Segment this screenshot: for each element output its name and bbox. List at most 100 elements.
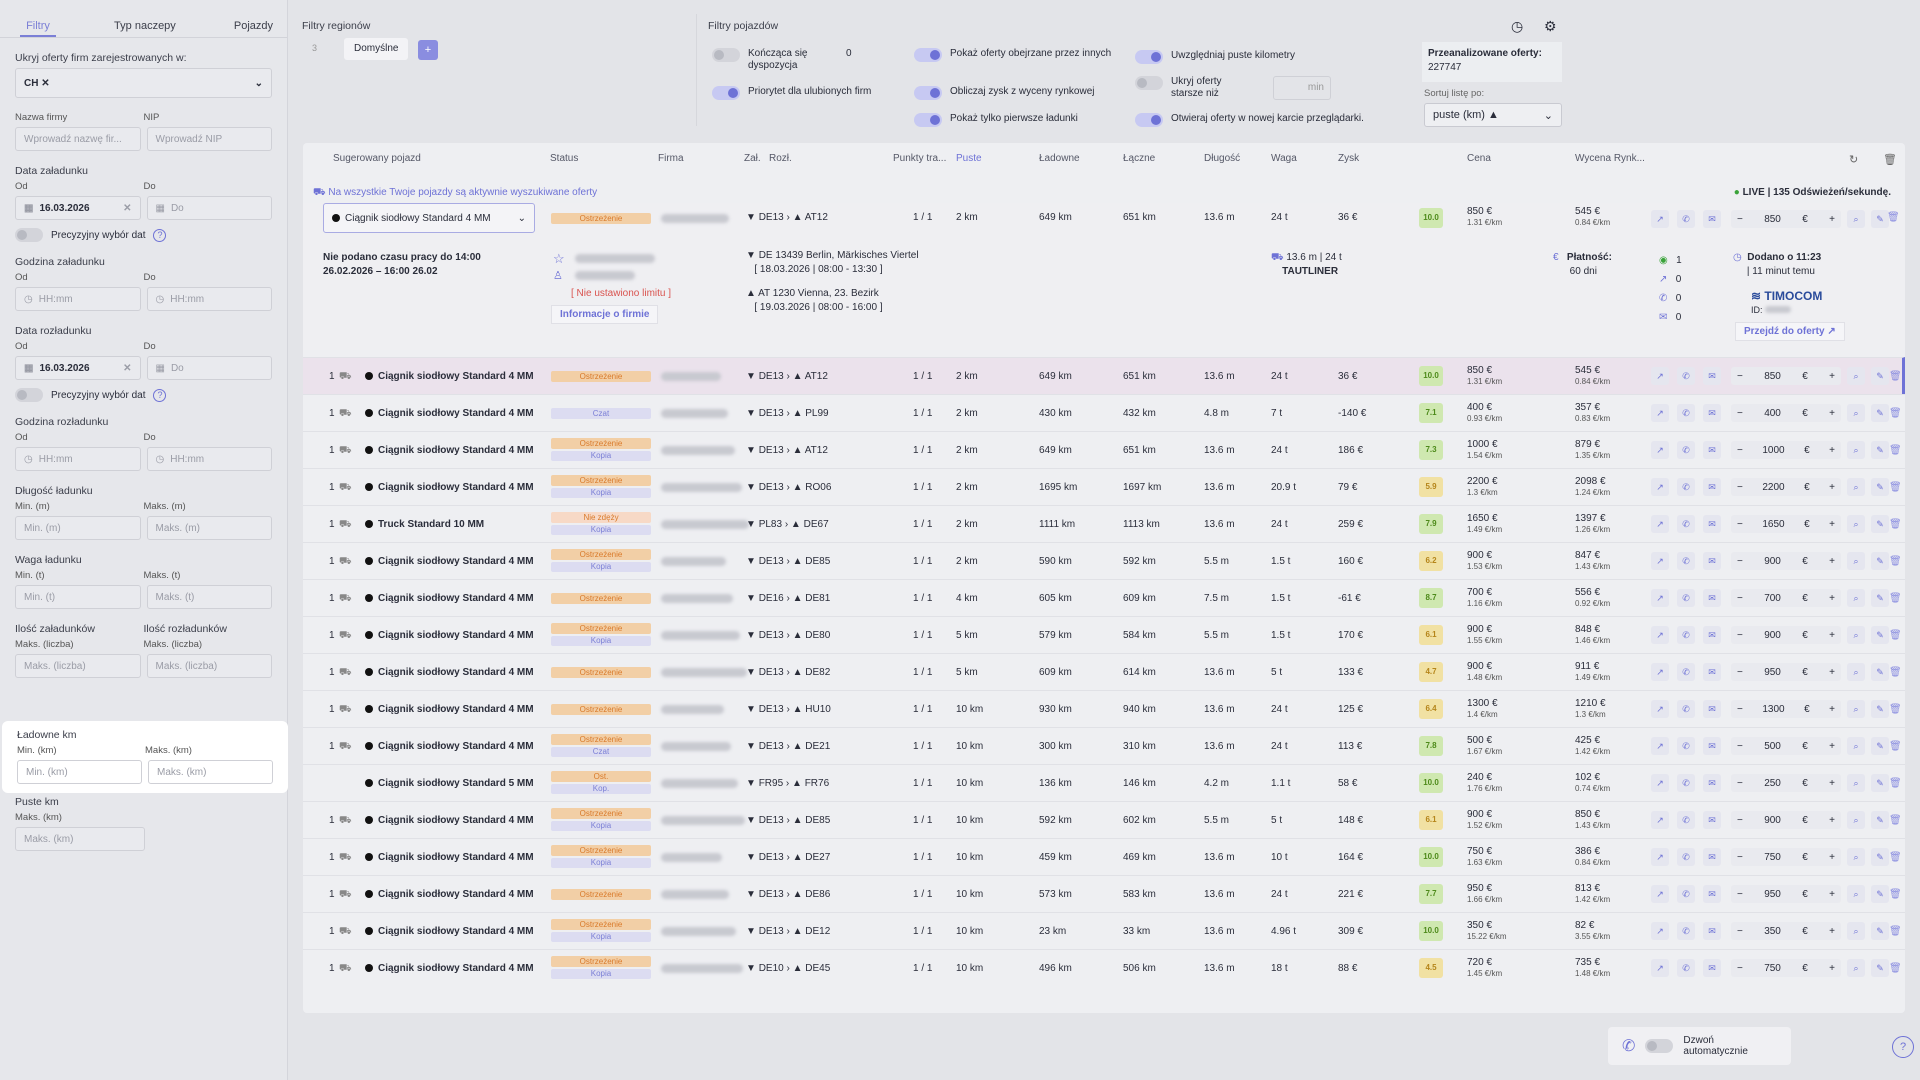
share-icon[interactable]: ↗ [1651, 848, 1669, 866]
share-icon[interactable]: ↗ [1651, 885, 1669, 903]
table-row[interactable]: 1 ⛟ Ciągnik siodłowy Standard 4 MM Ostrzeże… [303, 727, 1905, 764]
share-icon[interactable]: ↗ [1651, 811, 1669, 829]
delete-icon[interactable]: 🗑 [1889, 519, 1902, 530]
search-icon[interactable]: ⌕ [1847, 515, 1865, 533]
table-row[interactable]: Ciągnik siodłowy Standard 5 MM Ost. Kop. ▼ … [303, 764, 1905, 801]
column-header-12[interactable]: Cena [1467, 153, 1491, 164]
mail-icon[interactable]: ✉ [1703, 663, 1721, 681]
mail-icon[interactable]: ✉ [1703, 811, 1721, 829]
load-date-from-input[interactable]: ▦ 16.03.2026 ✕ [15, 196, 141, 220]
share-icon[interactable]: ↗ [1651, 552, 1669, 570]
edit-icon[interactable]: ✎ [1871, 210, 1889, 228]
mail-icon[interactable]: ✉ [1703, 441, 1721, 459]
weight-min-input[interactable]: Min. (t) [15, 585, 141, 609]
mail-icon[interactable]: ✉ [1703, 922, 1721, 940]
search-icon[interactable]: ⌕ [1847, 737, 1865, 755]
ending-dispo-toggle[interactable] [712, 48, 740, 62]
empty-km-toggle[interactable] [1135, 50, 1163, 64]
search-icon[interactable]: ⌕ [1847, 663, 1865, 681]
help-icon[interactable]: ? [1892, 1036, 1914, 1058]
minus-icon[interactable]: − [1737, 814, 1743, 826]
stepper-value[interactable]: 900 [1764, 814, 1781, 826]
price-stepper[interactable]: − 850 € + [1731, 210, 1841, 228]
stepper-value[interactable]: 900 [1764, 629, 1781, 641]
plus-icon[interactable]: + [1829, 518, 1835, 530]
share-icon[interactable]: ↗ [1651, 515, 1669, 533]
phone-icon[interactable]: ✆ [1677, 811, 1695, 829]
stepper-value[interactable]: 2200 [1762, 481, 1785, 493]
column-header-11[interactable]: Zysk [1338, 153, 1360, 164]
search-icon[interactable]: ⌕ [1847, 478, 1865, 496]
table-row[interactable]: 1 ⛟ Ciągnik siodłowy Standard 4 MM Ostrzeże… [303, 653, 1905, 690]
stepper-value[interactable]: 700 [1764, 592, 1781, 604]
stepper-value[interactable]: 900 [1764, 555, 1781, 567]
help-icon[interactable]: ? [153, 388, 167, 402]
stepper-value[interactable]: 400 [1764, 407, 1781, 419]
share-icon[interactable]: ↗ [1651, 404, 1669, 422]
expanded-offer[interactable]: Ciągnik siodłowy Standard 4 MM ⌄ Ostrzeże… [303, 203, 1905, 350]
length-max-input[interactable]: Maks. (m) [146, 516, 272, 540]
phone-icon[interactable]: ✆ [1677, 848, 1695, 866]
share-icon[interactable]: ↗ [1651, 367, 1669, 385]
search-icon[interactable]: ⌕ [1847, 404, 1865, 422]
sort-select[interactable]: puste (km) ▲ ⌄ [1424, 103, 1562, 127]
first-loads-toggle[interactable] [914, 113, 942, 127]
mail-icon[interactable]: ✉ [1703, 515, 1721, 533]
column-header-4[interactable]: Rozł. [769, 153, 792, 164]
edit-icon[interactable]: ✎ [1871, 478, 1889, 496]
mail-icon[interactable]: ✉ [1703, 959, 1721, 977]
delete-icon[interactable]: 🗑 [1889, 778, 1902, 789]
stepper-value[interactable]: 1650 [1762, 518, 1785, 530]
trash-icon[interactable]: 🗑 [1883, 154, 1897, 166]
plus-icon[interactable]: + [1829, 407, 1835, 419]
clear-icon[interactable]: ✕ [123, 362, 132, 374]
edit-icon[interactable]: ✎ [1871, 774, 1889, 792]
delete-icon[interactable]: 🗑 [1889, 482, 1902, 493]
unload-date-from-input[interactable]: ▦ 16.03.2026 ✕ [15, 356, 141, 380]
delete-icon[interactable]: 🗑 [1889, 556, 1902, 567]
phone-icon[interactable]: ✆ [1677, 885, 1695, 903]
price-stepper[interactable]: − 750 € + [1731, 959, 1841, 977]
mail-icon[interactable]: ✉ [1703, 774, 1721, 792]
minus-icon[interactable]: − [1737, 444, 1743, 456]
delete-icon[interactable]: 🗑 [1889, 408, 1902, 419]
unloads-max-input[interactable]: Maks. (liczba) [146, 654, 272, 678]
load-date-to-input[interactable]: ▦ Do [146, 196, 272, 220]
price-stepper[interactable]: − 400 € + [1731, 404, 1841, 422]
older-minutes-input[interactable]: min [1273, 76, 1331, 100]
search-icon[interactable]: ⌕ [1847, 959, 1865, 977]
plus-icon[interactable]: + [1829, 481, 1835, 493]
precise-date-toggle[interactable] [15, 228, 43, 242]
mail-icon[interactable]: ✉ [1703, 367, 1721, 385]
edit-icon[interactable]: ✎ [1871, 552, 1889, 570]
mail-icon[interactable]: ✉ [1703, 700, 1721, 718]
delete-icon[interactable]: 🗑 [1887, 212, 1900, 223]
mail-icon[interactable]: ✉ [1703, 552, 1721, 570]
phone-icon[interactable]: ✆ [1677, 441, 1695, 459]
stepper-value[interactable]: 850 [1764, 213, 1781, 225]
share-icon[interactable]: ↗ [1651, 737, 1669, 755]
delete-icon[interactable]: 🗑 [1889, 926, 1902, 937]
share-icon[interactable]: ↗ [1651, 210, 1669, 228]
search-icon[interactable]: ⌕ [1847, 885, 1865, 903]
plus-icon[interactable]: + [1829, 962, 1835, 974]
price-stepper[interactable]: − 950 € + [1731, 663, 1841, 681]
mail-icon[interactable]: ✉ [1703, 848, 1721, 866]
minus-icon[interactable]: − [1737, 481, 1743, 493]
weight-max-input[interactable]: Maks. (t) [146, 585, 272, 609]
plus-icon[interactable]: + [1829, 213, 1835, 225]
share-icon[interactable]: ↗ [1651, 626, 1669, 644]
remove-chip-icon[interactable]: ✕ [41, 77, 50, 89]
refresh-icon[interactable]: ↻ [1849, 154, 1859, 166]
price-stepper[interactable]: − 2200 € + [1731, 478, 1841, 496]
phone-icon[interactable]: ✆ [1677, 774, 1695, 792]
profit-toggle[interactable] [914, 86, 942, 100]
load-time-to-input[interactable]: ◷ HH:mm [146, 287, 272, 311]
history-icon[interactable]: ◷ [1511, 18, 1524, 34]
stepper-value[interactable]: 500 [1764, 740, 1781, 752]
stepper-value[interactable]: 350 [1764, 925, 1781, 937]
minus-icon[interactable]: − [1737, 703, 1743, 715]
delete-icon[interactable]: 🗑 [1889, 371, 1902, 382]
phone-icon[interactable]: ✆ [1677, 589, 1695, 607]
phone-icon[interactable]: ✆ [1677, 922, 1695, 940]
